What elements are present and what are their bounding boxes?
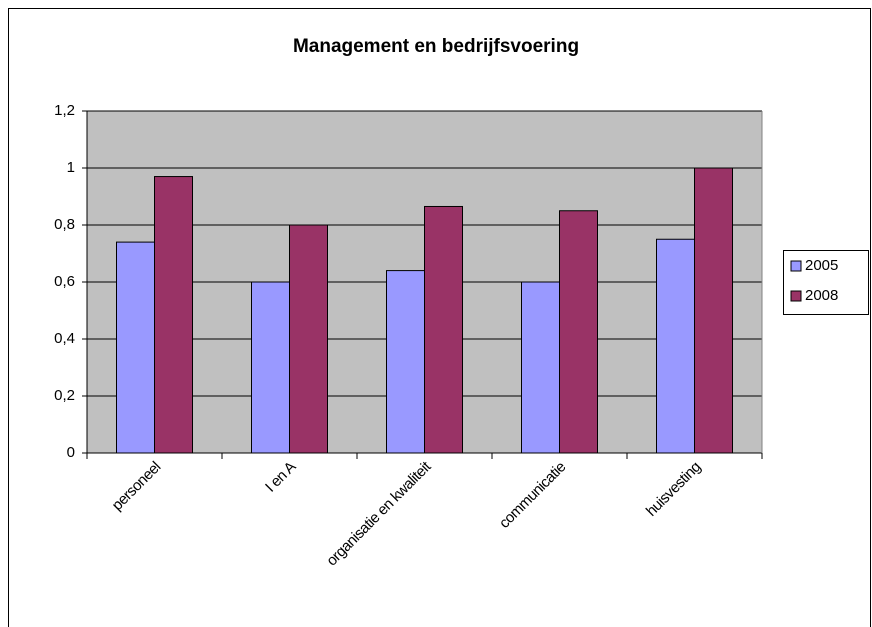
legend-label: 2008 bbox=[805, 287, 838, 304]
y-tick-label: 0 bbox=[67, 444, 75, 461]
bar bbox=[521, 281, 560, 454]
bar bbox=[559, 210, 598, 454]
y-tick-label: 0,2 bbox=[54, 387, 75, 404]
y-tick-label: 1,2 bbox=[54, 102, 75, 119]
chart-title: Management en bedrijfsvoering bbox=[293, 36, 579, 57]
legend-box bbox=[783, 250, 869, 315]
legend-swatch bbox=[790, 260, 802, 272]
legend-label: 2005 bbox=[805, 257, 838, 274]
bar bbox=[694, 167, 733, 454]
y-tick-label: 0,6 bbox=[54, 273, 75, 290]
y-tick-label: 0,8 bbox=[54, 216, 75, 233]
bar bbox=[386, 270, 425, 454]
bar bbox=[154, 176, 193, 454]
legend-swatch bbox=[790, 290, 802, 302]
bar bbox=[289, 224, 328, 454]
bar bbox=[656, 238, 695, 454]
y-tick-label: 1 bbox=[67, 159, 75, 176]
y-tick-label: 0,4 bbox=[54, 330, 75, 347]
bar bbox=[116, 241, 155, 454]
bar bbox=[424, 205, 463, 454]
bar bbox=[251, 281, 290, 454]
